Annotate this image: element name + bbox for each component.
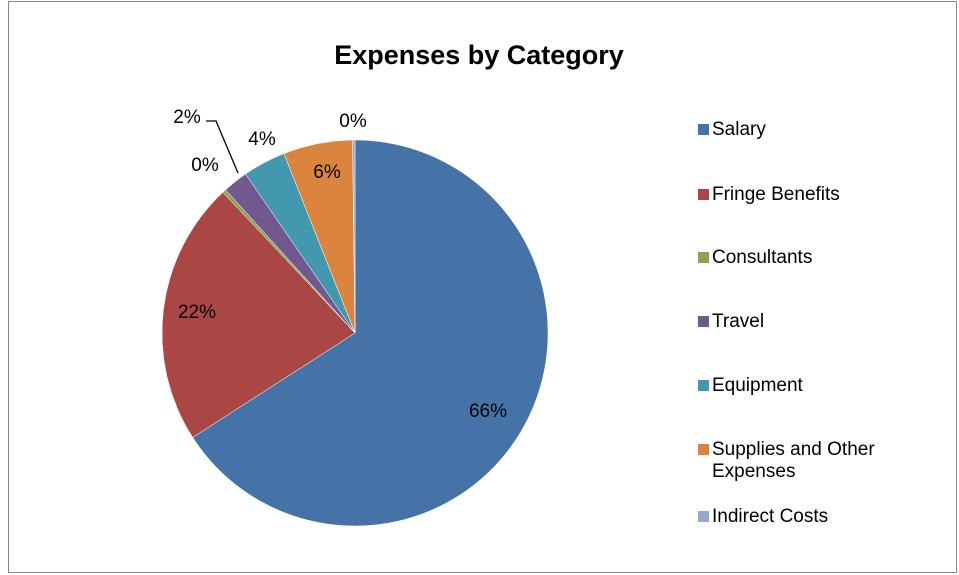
legend-label: Supplies and Other Expenses <box>712 439 875 482</box>
pie-slice <box>161 191 356 438</box>
legend-swatch <box>698 380 709 391</box>
data-label: 0% <box>339 111 367 132</box>
data-label: 0% <box>191 155 219 176</box>
legend-label: Indirect Costs <box>712 506 829 527</box>
chart-title: Expenses by Category <box>334 40 624 70</box>
legend-swatch <box>698 316 709 327</box>
data-label: 66% <box>469 401 507 422</box>
legend-label-box: Travel <box>712 311 765 332</box>
legend-label: Salary <box>712 119 766 140</box>
legend-swatch <box>698 511 709 522</box>
data-label: 2% <box>173 107 201 128</box>
pie-slice <box>352 139 356 334</box>
legend-swatch <box>698 444 709 455</box>
legend-label-box: Supplies and Other Expenses <box>712 439 875 482</box>
pie-slice <box>192 139 549 527</box>
legend-label-box: Equipment <box>712 375 803 396</box>
data-label: 4% <box>248 129 276 150</box>
legend-swatch <box>698 124 709 135</box>
data-label: 6% <box>313 162 341 183</box>
legend-swatch <box>698 189 709 200</box>
leader-line <box>206 120 239 174</box>
legend-label-box: Indirect Costs <box>712 506 829 527</box>
data-label: 22% <box>178 302 216 323</box>
legend-label-box: Fringe Benefits <box>712 184 840 205</box>
legend-label: Equipment <box>712 375 803 396</box>
legend-label-box: Consultants <box>712 247 813 268</box>
legend-label: Fringe Benefits <box>712 184 840 205</box>
legend-swatch <box>698 252 709 263</box>
legend-label: Consultants <box>712 247 813 268</box>
legend-label: Travel <box>712 311 765 332</box>
legend-label-box: Salary <box>712 119 766 140</box>
